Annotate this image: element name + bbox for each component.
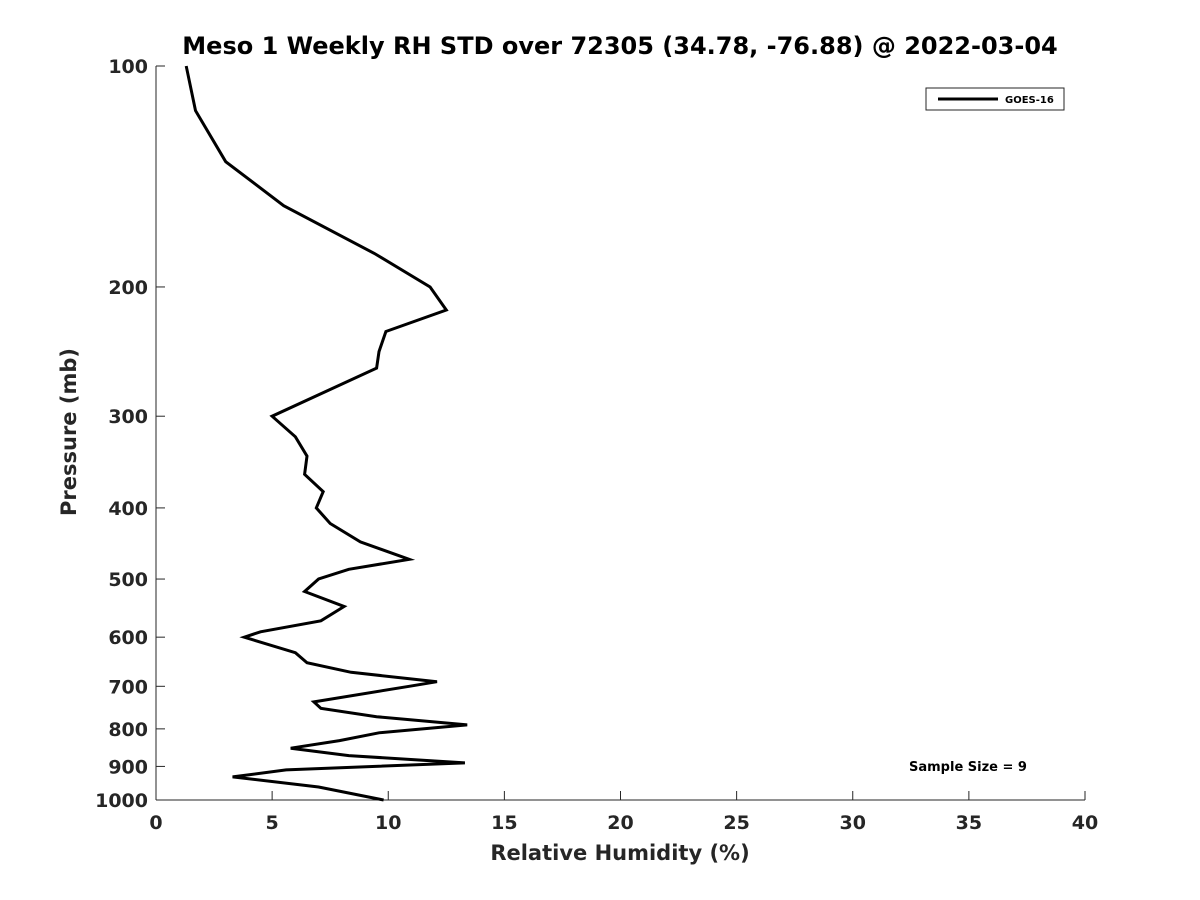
y-tick-label: 300	[108, 406, 148, 428]
y-tick-label: 600	[108, 627, 148, 649]
x-tick-label: 40	[1072, 812, 1098, 834]
y-tick-label: 200	[108, 277, 148, 299]
legend: GOES-16	[925, 87, 1065, 111]
sample-size-annotation: Sample Size = 9	[909, 760, 1027, 775]
y-tick-label: 800	[108, 719, 148, 741]
y-axis-label: Pressure (mb)	[57, 348, 81, 516]
chart-title: Meso 1 Weekly RH STD over 72305 (34.78, …	[182, 32, 1057, 60]
axes: 0 5 10 15 20 25 30 35 40 100 200 300 400 500 600 700 800…	[95, 56, 1098, 834]
x-tick-label: 35	[956, 812, 982, 834]
y-tick-label: 900	[108, 756, 148, 778]
legend-label: GOES-16	[1005, 95, 1054, 106]
x-tick-label: 10	[375, 812, 401, 834]
y-tick-label: 500	[108, 569, 148, 591]
x-tick-label: 5	[266, 812, 279, 834]
x-tick-label: 0	[149, 812, 162, 834]
x-axis-label: Relative Humidity (%)	[490, 841, 749, 865]
x-tick-label: 30	[840, 812, 866, 834]
x-tick-label: 25	[723, 812, 749, 834]
x-tick-label: 20	[607, 812, 633, 834]
y-tick-label: 400	[108, 498, 148, 520]
x-tick-label: 15	[491, 812, 517, 834]
series-group	[184, 65, 468, 802]
y-tick-label: 1000	[95, 790, 148, 812]
y-tick-label: 100	[108, 56, 148, 78]
y-tick-label: 700	[108, 676, 148, 698]
series-line-goes-16	[184, 65, 468, 802]
